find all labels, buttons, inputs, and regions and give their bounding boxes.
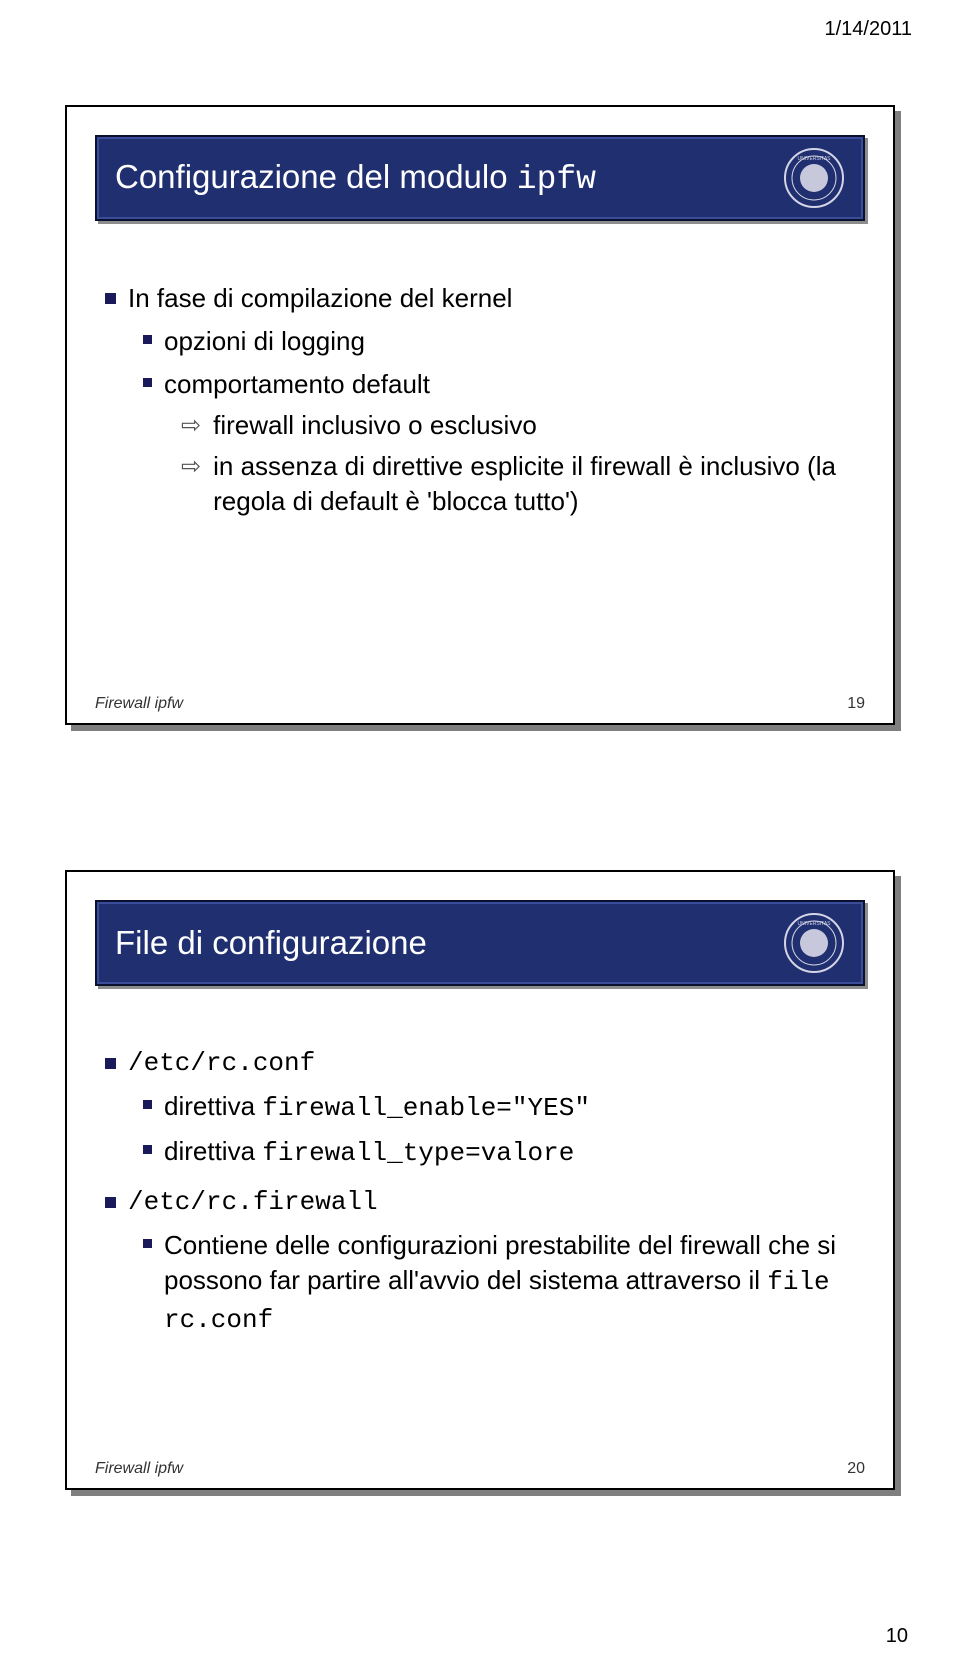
square-bullet-icon bbox=[143, 1100, 152, 1109]
slide1-title-mono: ipfw bbox=[517, 161, 596, 198]
item-text: /etc/rc.firewall bbox=[128, 1185, 378, 1220]
slide-2: File di configurazione UNIVERSITAS /etc/… bbox=[65, 870, 895, 1490]
item-text: In fase di compilazione del kernel bbox=[128, 281, 512, 316]
text-pre: direttiva bbox=[164, 1136, 262, 1166]
square-bullet-icon bbox=[105, 1058, 116, 1069]
bullet-item: comportamento default bbox=[143, 367, 855, 402]
square-bullet-icon bbox=[143, 335, 152, 344]
arrow-bullet-icon: ⇨ bbox=[181, 410, 201, 442]
square-bullet-icon bbox=[143, 378, 152, 387]
item-text: Contiene delle configurazioni prestabili… bbox=[164, 1228, 855, 1337]
slide1-title-pre: Configurazione del modulo bbox=[115, 158, 517, 195]
bullet-item: opzioni di logging bbox=[143, 324, 855, 359]
footer-left: Firewall ipfw bbox=[95, 1460, 183, 1478]
bullet-item: /etc/rc.firewall bbox=[105, 1185, 855, 1220]
bullet-item: In fase di compilazione del kernel bbox=[105, 281, 855, 316]
footer-right: 19 bbox=[847, 695, 865, 713]
bullet-item: ⇨ firewall inclusivo o esclusivo bbox=[181, 408, 855, 443]
slide1-footer: Firewall ipfw 19 bbox=[95, 695, 865, 713]
slide1-title-bar: Configurazione del modulo ipfw UNIVERSIT… bbox=[95, 135, 865, 221]
text-mono: firewall_type=valore bbox=[262, 1138, 574, 1168]
svg-text:UNIVERSITAS: UNIVERSITAS bbox=[798, 921, 832, 927]
svg-text:UNIVERSITAS: UNIVERSITAS bbox=[798, 156, 832, 162]
text-pre: direttiva bbox=[164, 1091, 262, 1121]
page-date: 1/14/2011 bbox=[825, 18, 913, 41]
slide2-title: File di configurazione bbox=[115, 924, 427, 962]
item-text: in assenza di direttive esplicite il fir… bbox=[213, 449, 855, 519]
item-text: /etc/rc.conf bbox=[128, 1046, 315, 1081]
page-number: 10 bbox=[886, 1625, 908, 1648]
slide2-title-bar: File di configurazione UNIVERSITAS bbox=[95, 900, 865, 986]
item-text: opzioni di logging bbox=[164, 324, 365, 359]
footer-right: 20 bbox=[847, 1460, 865, 1478]
seal-icon: UNIVERSITAS bbox=[783, 147, 845, 209]
bullet-item: Contiene delle configurazioni prestabili… bbox=[143, 1228, 855, 1337]
slide2-footer: Firewall ipfw 20 bbox=[95, 1460, 865, 1478]
square-bullet-icon bbox=[143, 1239, 152, 1248]
arrow-bullet-icon: ⇨ bbox=[181, 451, 201, 483]
item-text: direttiva firewall_type=valore bbox=[164, 1134, 574, 1171]
item-text: direttiva firewall_enable="YES" bbox=[164, 1089, 590, 1126]
square-bullet-icon bbox=[143, 1145, 152, 1154]
text-mono: firewall_enable="YES" bbox=[262, 1093, 590, 1123]
slide-1: Configurazione del modulo ipfw UNIVERSIT… bbox=[65, 105, 895, 725]
bullet-item: ⇨ in assenza di direttive esplicite il f… bbox=[181, 449, 855, 519]
slide2-content: /etc/rc.conf direttiva firewall_enable="… bbox=[105, 1032, 855, 1338]
item-text: comportamento default bbox=[164, 367, 430, 402]
slide1-title: Configurazione del modulo ipfw bbox=[115, 158, 596, 198]
slide1-content: In fase di compilazione del kernel opzio… bbox=[105, 267, 855, 520]
square-bullet-icon bbox=[105, 1197, 116, 1208]
text-pre: Contiene delle configurazioni prestabili… bbox=[164, 1230, 836, 1295]
bullet-item: /etc/rc.conf bbox=[105, 1046, 855, 1081]
footer-left: Firewall ipfw bbox=[95, 695, 183, 713]
bullet-item: direttiva firewall_type=valore bbox=[143, 1134, 855, 1171]
item-text: firewall inclusivo o esclusivo bbox=[213, 408, 537, 443]
bullet-item: direttiva firewall_enable="YES" bbox=[143, 1089, 855, 1126]
seal-icon: UNIVERSITAS bbox=[783, 912, 845, 974]
square-bullet-icon bbox=[105, 293, 116, 304]
